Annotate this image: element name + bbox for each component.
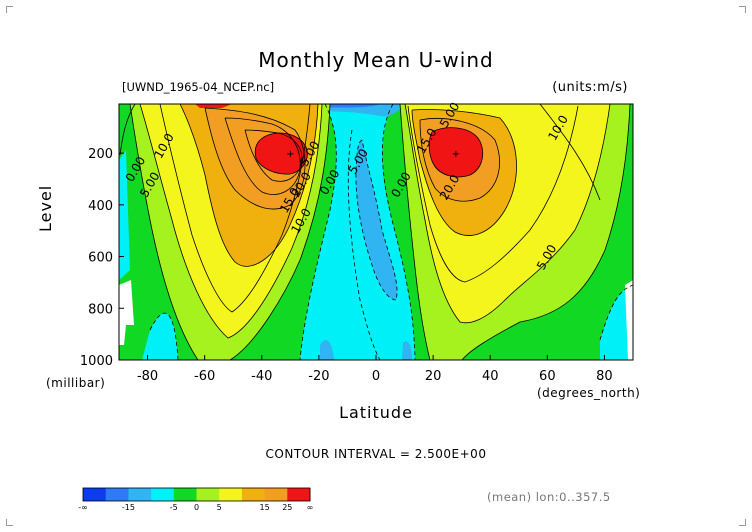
contour-line	[381, 104, 416, 360]
fill-band-neg-5-b	[402, 341, 412, 360]
south-jet-top	[195, 104, 232, 108]
fill-band-neg-0-south	[142, 313, 178, 360]
y-tick-label: 200	[88, 147, 113, 162]
contour-line	[599, 284, 633, 341]
contour-line	[299, 104, 337, 360]
contour-interval: CONTOUR INTERVAL = 2.500E+00	[265, 447, 487, 461]
contour-line	[428, 127, 484, 178]
contour-line	[404, 104, 611, 324]
x-axis-unit: (degrees_north)	[537, 386, 641, 400]
x-axis-label: Latitude	[339, 403, 413, 422]
legend-swatch	[264, 488, 288, 501]
y-axis-label: Level	[36, 184, 55, 232]
contour-line	[461, 104, 631, 360]
legend-label: -15	[122, 503, 135, 512]
x-tick-label: 60	[539, 369, 556, 384]
corner-mark-br	[739, 519, 746, 526]
contour-line	[139, 104, 323, 339]
jet-max-marker: +	[452, 149, 460, 160]
x-tick-label: 0	[372, 369, 380, 384]
contour-line	[244, 129, 303, 182]
contour-line	[399, 104, 431, 360]
contour-line	[539, 104, 601, 201]
fill-band-neg-0	[300, 104, 415, 360]
legend-label: 0	[194, 503, 199, 512]
contour-line	[407, 105, 579, 283]
y-tick-label: 1000	[80, 354, 113, 369]
legend-swatch	[287, 488, 311, 501]
legend-swatch	[173, 488, 197, 501]
fill-white-edge-north	[625, 280, 633, 360]
x-tick-label: -80	[137, 369, 158, 384]
x-tick-label: -20	[308, 369, 329, 384]
fill-band-neg-5	[355, 140, 398, 300]
corner-mark-bl	[6, 519, 13, 526]
legend-swatch	[83, 488, 107, 501]
fill-band-neg-edge	[119, 150, 130, 280]
contour-line	[204, 107, 306, 210]
south-jet-25	[255, 133, 308, 175]
chart-title: Monthly Mean U-wind	[258, 48, 494, 72]
x-tick-label: 40	[482, 369, 499, 384]
contour-line	[355, 139, 398, 301]
jet-max-marker: +	[286, 149, 294, 160]
units-label: (units:m/s)	[552, 80, 628, 95]
contour-line	[419, 118, 500, 202]
contour-line	[347, 129, 381, 360]
y-tick-label: 600	[88, 251, 113, 266]
contour-line	[159, 104, 311, 313]
contour-lines	[119, 104, 633, 360]
fill-band-neg-0-north	[600, 285, 633, 360]
y-tick-label: 400	[88, 199, 113, 214]
x-tick-label: 20	[425, 369, 442, 384]
legend-label: 25	[282, 503, 292, 512]
contour-line	[149, 312, 179, 360]
contour-line	[179, 104, 319, 267]
legend-label: -5	[170, 503, 178, 512]
file-label: [UWND_1965-04_NCEP.nc]	[122, 80, 275, 94]
corner-mark-tr	[739, 6, 746, 13]
contour-line	[229, 104, 331, 360]
legend-swatch	[219, 488, 243, 501]
legend-swatch	[196, 488, 220, 501]
color-legend: -∞ -15 -5 0 5 15 25 ∞	[78, 487, 314, 512]
fill-band-neg-5-a	[320, 340, 334, 360]
contour-line	[129, 104, 199, 360]
legend-label: 15	[260, 503, 270, 512]
contour-line	[254, 132, 308, 175]
corner-mark-tl	[6, 6, 13, 13]
contour-line	[119, 104, 136, 156]
x-tick-label: 80	[596, 369, 613, 384]
legend-label: 5	[217, 503, 222, 512]
legend-swatch	[105, 488, 129, 501]
fill-white-edge	[119, 280, 134, 345]
legend-label: ∞	[307, 503, 314, 512]
north-jet-25	[429, 127, 483, 177]
mean-info: (mean) lon:0..357.5	[487, 490, 611, 504]
x-tick-label: -60	[194, 369, 215, 384]
legend-frame	[82, 487, 311, 502]
legend-swatch	[128, 488, 152, 501]
axes: -80 -60 -40 -20 0 20 40 60 80 200 400 600 800 1000	[80, 147, 613, 384]
legend-label: -∞	[78, 503, 88, 512]
y-axis-unit: (millibar)	[46, 376, 106, 390]
legend-swatch	[241, 488, 266, 501]
y-tick-label: 800	[88, 302, 113, 317]
legend-swatch	[151, 488, 175, 501]
x-tick-label: -40	[251, 369, 272, 384]
contour-line	[411, 109, 517, 236]
